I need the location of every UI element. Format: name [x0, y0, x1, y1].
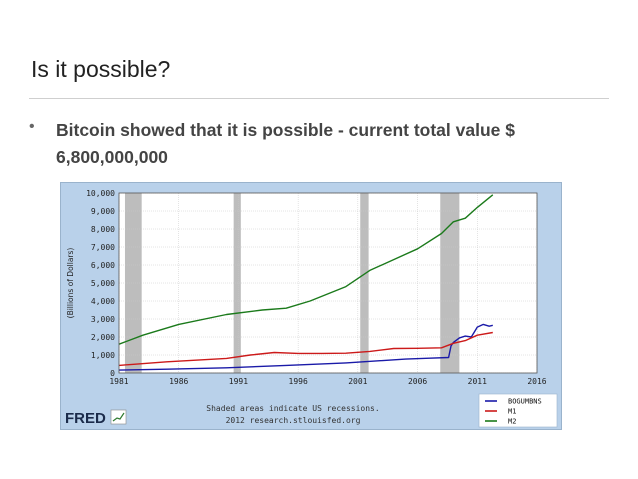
y-tick-label: 5,000 — [91, 279, 115, 288]
plot-border — [118, 192, 538, 374]
fred-logo-line — [112, 412, 125, 422]
y-tick-label: 10,000 — [86, 189, 115, 198]
y-tick-label: 7,000 — [91, 243, 115, 252]
y-tick-label: 2,000 — [91, 333, 115, 342]
x-tick-label: 1996 — [289, 377, 308, 386]
series-line-m1 — [118, 331, 493, 367]
fred-chart: 0 1,000 2,000 3,000 4,000 5,000 6,000 7,000 8,00… — [60, 182, 562, 430]
y-tick-label: 1,000 — [91, 351, 115, 360]
y-tick-label: 0 — [110, 369, 115, 378]
recession-note: Shaded areas indicate US recessions. — [206, 404, 379, 413]
y-tick-label: 3,000 — [91, 315, 115, 324]
recession-band — [360, 193, 369, 373]
y-tick-label: 9,000 — [91, 207, 115, 216]
legend-label-bogumbns: BOGUMBNS — [508, 398, 542, 406]
x-tick-label: 2001 — [348, 377, 367, 386]
legend-label-m1: M1 — [508, 408, 516, 416]
y-tick-labels: 0 1,000 2,000 3,000 4,000 5,000 6,000 7,000 8,00… — [86, 189, 115, 378]
slide-title: Is it possible? — [31, 56, 171, 82]
fred-logo-chart-icon — [110, 409, 127, 425]
fred-logo-text: FRED — [65, 410, 106, 427]
series-line-m2 — [118, 194, 494, 345]
x-tick-label: 2011 — [468, 377, 487, 386]
source-note: 2012 research.stlouisfed.org — [226, 416, 361, 425]
x-tick-label: 1981 — [109, 377, 128, 386]
series-line-bogumbns — [118, 323, 493, 371]
series-lines — [118, 194, 494, 371]
y-axis-title: (Billions of Dollars) — [66, 248, 75, 319]
x-tick-labels: 1981 1986 1991 1996 2001 2006 2011 2016 — [109, 377, 546, 386]
legend: BOGUMBNS M1 M2 — [478, 393, 558, 428]
x-tick-label: 2006 — [408, 377, 427, 386]
legend-label-m2: M2 — [508, 418, 516, 426]
title-divider — [29, 98, 609, 99]
x-tick-label: 1986 — [169, 377, 188, 386]
bullet-text: Bitcoin showed that it is possible - cur… — [56, 120, 515, 167]
y-tick-label: 4,000 — [91, 297, 115, 306]
x-tick-label: 2016 — [527, 377, 546, 386]
fred-logo: FRED — [65, 409, 127, 427]
chart-canvas: 0 1,000 2,000 3,000 4,000 5,000 6,000 7,000 8,00… — [65, 189, 558, 428]
bullet-marker: • — [29, 118, 35, 135]
x-tick-label: 1991 — [229, 377, 248, 386]
y-tick-label: 6,000 — [91, 261, 115, 270]
y-tick-label: 8,000 — [91, 225, 115, 234]
